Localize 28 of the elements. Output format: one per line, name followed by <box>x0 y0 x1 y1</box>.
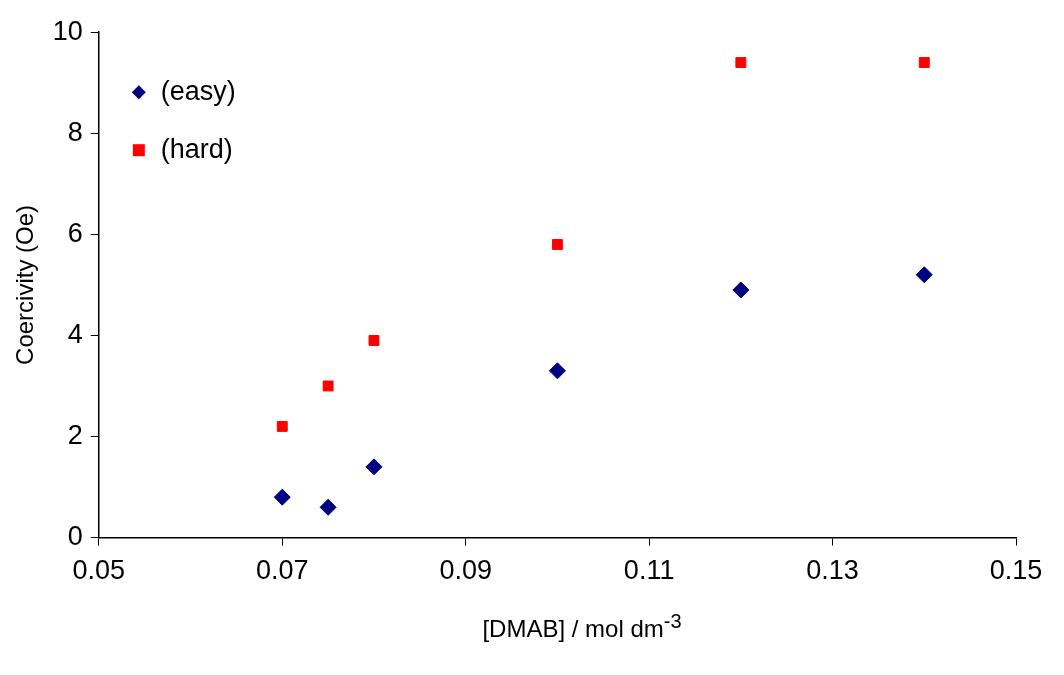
y-tick-label: 2 <box>67 419 83 450</box>
point <box>918 57 930 68</box>
point <box>548 362 566 380</box>
point <box>368 335 380 346</box>
point <box>273 488 291 506</box>
y-tick-label: 0 <box>67 521 83 552</box>
x-axis-title: [DMAB] / mol dm$^{-3}$ <box>481 610 683 643</box>
x-tick-label: 0.09 <box>439 555 492 586</box>
point <box>915 266 933 284</box>
point <box>551 239 563 250</box>
x-tick-label: 0.15 <box>989 555 1043 586</box>
y-tick-label: 4 <box>67 318 83 349</box>
point <box>735 57 747 68</box>
x-tick-label: 0.11 <box>623 555 675 586</box>
point <box>276 420 288 432</box>
point <box>319 498 337 516</box>
x-tick-label: 0.07 <box>255 555 309 586</box>
x-tick-label: 0.13 <box>806 555 859 586</box>
y-tick-label: 6 <box>67 217 83 248</box>
point <box>732 281 750 299</box>
legend-label: (hard) <box>160 133 233 164</box>
point <box>322 380 334 392</box>
point <box>365 458 383 476</box>
y-axis-title: Coercivity (Oe) <box>11 204 39 365</box>
y-tick-label: 8 <box>67 116 83 147</box>
x-tick-label: 0.05 <box>72 555 126 586</box>
legend-label: (easy) <box>160 75 236 106</box>
y-tick-label: 10 <box>52 15 83 46</box>
